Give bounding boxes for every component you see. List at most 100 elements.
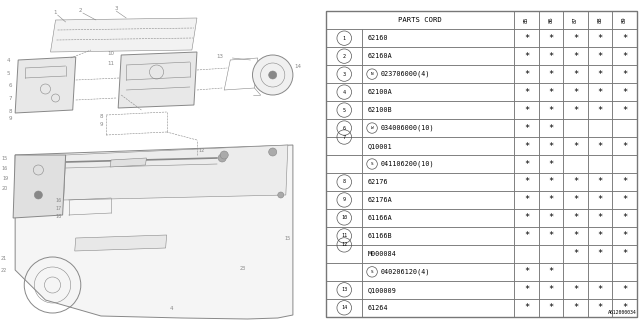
- Bar: [612, 65, 637, 83]
- Text: 9: 9: [342, 197, 346, 203]
- Text: *: *: [622, 70, 627, 79]
- Bar: [588, 65, 612, 83]
- Text: *: *: [524, 88, 529, 97]
- Bar: [362, 263, 514, 281]
- Bar: [588, 281, 612, 299]
- Text: *: *: [524, 196, 529, 204]
- Text: 6: 6: [342, 125, 346, 131]
- Text: 89: 89: [622, 17, 627, 23]
- Text: 7: 7: [342, 134, 346, 140]
- Text: *: *: [622, 196, 627, 204]
- Bar: [539, 137, 563, 155]
- Bar: [326, 299, 362, 317]
- Text: *: *: [548, 159, 554, 169]
- Polygon shape: [15, 57, 76, 113]
- Bar: [612, 299, 637, 317]
- Bar: [539, 281, 563, 299]
- Text: *: *: [597, 70, 603, 79]
- Text: *: *: [524, 267, 529, 276]
- Bar: [612, 29, 637, 47]
- Text: *: *: [622, 88, 627, 97]
- Text: 15: 15: [285, 236, 291, 241]
- Text: 12: 12: [341, 242, 348, 247]
- Text: *: *: [597, 249, 603, 258]
- Text: 9: 9: [99, 122, 103, 127]
- Bar: [362, 209, 514, 227]
- Text: 21: 21: [1, 256, 7, 261]
- Bar: [514, 137, 539, 155]
- Bar: [588, 11, 612, 29]
- Text: S: S: [371, 162, 373, 166]
- Text: PARTS CORD: PARTS CORD: [399, 17, 442, 23]
- Bar: [326, 119, 362, 137]
- Text: *: *: [548, 303, 554, 312]
- Text: *: *: [573, 106, 578, 115]
- Bar: [362, 281, 514, 299]
- Text: 4: 4: [170, 306, 173, 311]
- Text: *: *: [573, 285, 578, 294]
- Text: *: *: [622, 34, 627, 43]
- Bar: [563, 191, 588, 209]
- Bar: [563, 83, 588, 101]
- Bar: [326, 173, 362, 191]
- Text: 13: 13: [217, 54, 224, 59]
- Bar: [612, 245, 637, 263]
- Bar: [514, 191, 539, 209]
- Text: *: *: [524, 34, 529, 43]
- Bar: [326, 137, 362, 155]
- Bar: [539, 65, 563, 83]
- Bar: [514, 119, 539, 137]
- Text: 62176A: 62176A: [368, 197, 392, 203]
- Text: M000084: M000084: [368, 251, 397, 257]
- Text: N: N: [371, 72, 373, 76]
- Text: 14: 14: [341, 305, 348, 310]
- Text: *: *: [524, 52, 529, 61]
- Circle shape: [220, 151, 228, 159]
- Text: 18: 18: [56, 214, 61, 219]
- Text: W: W: [371, 126, 373, 130]
- Text: 61166A: 61166A: [368, 215, 392, 221]
- Bar: [612, 263, 637, 281]
- Bar: [362, 83, 514, 101]
- Text: *: *: [573, 52, 578, 61]
- Bar: [563, 263, 588, 281]
- Bar: [563, 227, 588, 245]
- Text: 87: 87: [573, 17, 578, 23]
- Text: 10: 10: [341, 215, 348, 220]
- Bar: [539, 11, 563, 29]
- Bar: [514, 245, 539, 263]
- Polygon shape: [15, 145, 293, 319]
- Bar: [612, 155, 637, 173]
- Bar: [326, 101, 362, 119]
- Text: *: *: [548, 213, 554, 222]
- Text: Q100009: Q100009: [368, 287, 397, 293]
- Text: 2: 2: [342, 54, 346, 59]
- Text: *: *: [573, 231, 578, 240]
- Bar: [612, 227, 637, 245]
- Bar: [588, 29, 612, 47]
- Text: Q10001: Q10001: [368, 143, 392, 149]
- Bar: [514, 281, 539, 299]
- Text: 11: 11: [341, 233, 348, 238]
- Text: 6: 6: [8, 83, 12, 88]
- Text: *: *: [573, 88, 578, 97]
- Text: 62176: 62176: [368, 179, 388, 185]
- Text: 88: 88: [598, 17, 602, 23]
- Text: 2: 2: [79, 8, 83, 13]
- Text: *: *: [573, 213, 578, 222]
- Bar: [362, 65, 514, 83]
- Bar: [514, 155, 539, 173]
- Text: *: *: [622, 52, 627, 61]
- Text: *: *: [548, 196, 554, 204]
- Text: *: *: [622, 249, 627, 258]
- Bar: [563, 299, 588, 317]
- Bar: [588, 47, 612, 65]
- Text: 1: 1: [342, 36, 346, 41]
- Bar: [326, 209, 362, 227]
- Bar: [362, 29, 514, 47]
- Text: A612000034: A612000034: [608, 310, 637, 315]
- Text: *: *: [597, 141, 603, 150]
- Text: S: S: [371, 270, 373, 274]
- Circle shape: [35, 191, 42, 199]
- Text: *: *: [622, 285, 627, 294]
